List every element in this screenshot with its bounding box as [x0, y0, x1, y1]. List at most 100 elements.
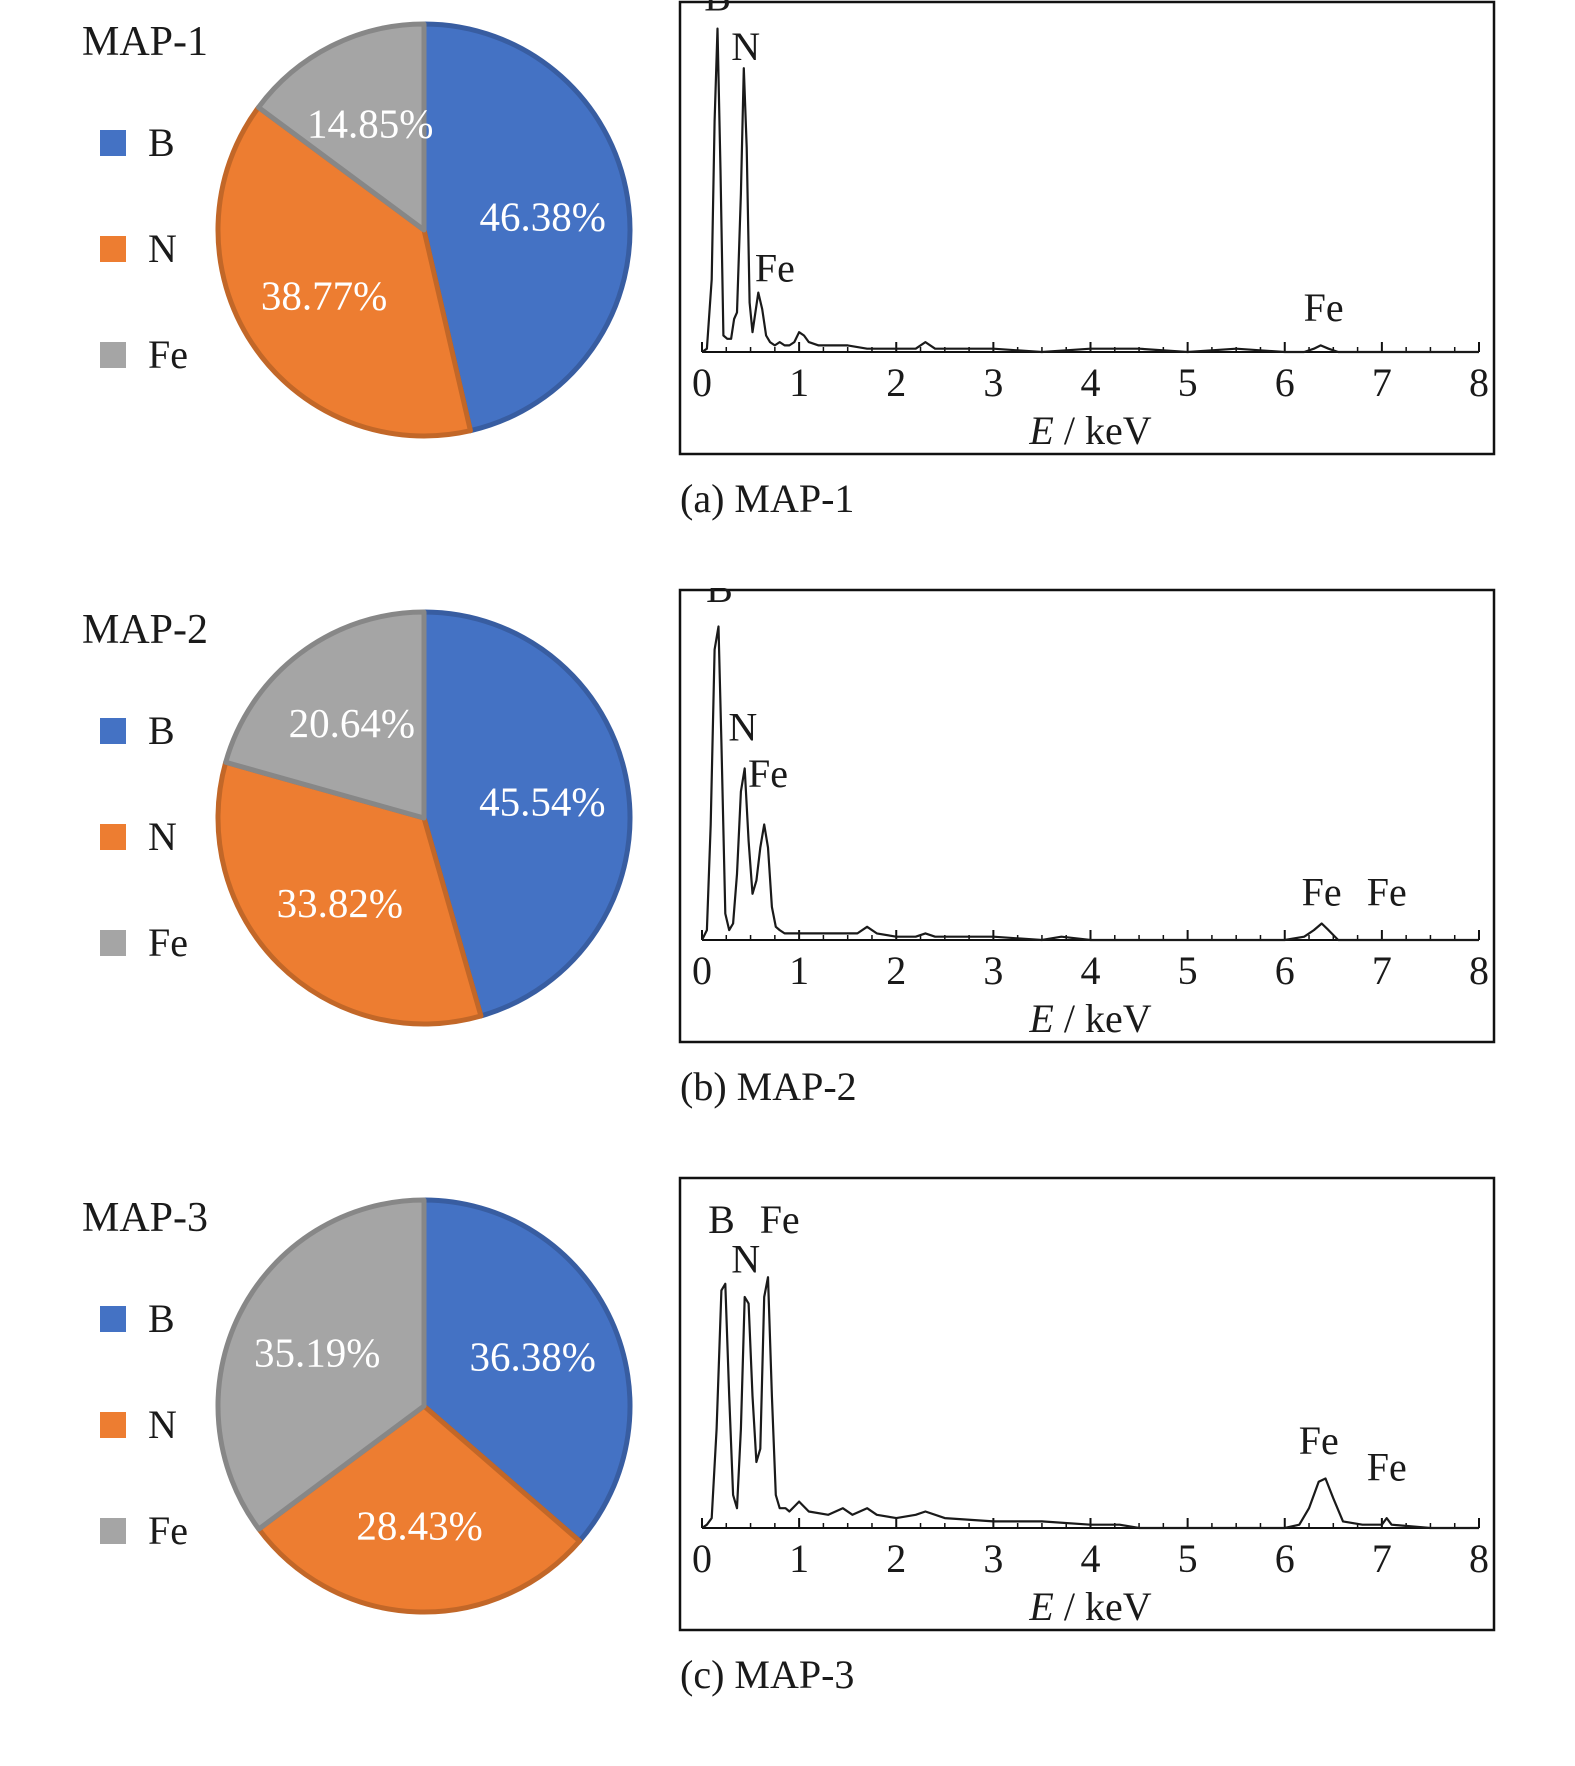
x-tick-label: 1	[789, 1536, 809, 1581]
x-tick-label: 2	[886, 948, 906, 993]
pie-chart: 46.38% 38.77% 14.85%	[215, 21, 633, 439]
figure-caption: (a) MAP-1	[680, 476, 855, 521]
figure-caption: (c) MAP-3	[680, 1652, 855, 1697]
x-tick-label: 8	[1469, 360, 1489, 405]
legend-swatch-n	[100, 1412, 126, 1438]
pie-slice-label: 14.85%	[307, 100, 433, 146]
x-tick-label: 7	[1372, 948, 1392, 993]
x-tick-label: 0	[692, 1536, 712, 1581]
legend-swatch-b	[100, 130, 126, 156]
peak-label: Fe	[755, 245, 795, 290]
x-tick-label: 4	[1081, 1536, 1101, 1581]
peak-label: B	[706, 588, 733, 611]
x-tick-label: 3	[983, 360, 1003, 405]
peak-label: B	[704, 0, 731, 20]
pie-slice-n	[215, 759, 484, 1027]
x-tick-label: 8	[1469, 1536, 1489, 1581]
spectrum-line	[701, 27, 1479, 354]
legend-swatch-fe	[100, 342, 126, 368]
pie-chart: 45.54% 33.82% 20.64%	[215, 609, 633, 1027]
plot-frame	[678, 588, 1496, 1044]
legend-label-b: B	[148, 708, 175, 753]
pie-title: MAP-3	[82, 1195, 209, 1241]
figure-caption: (b) MAP-2	[680, 1064, 857, 1109]
x-tick-label: 1	[789, 360, 809, 405]
x-tick-label: 6	[1275, 360, 1295, 405]
x-axis-label-unit: / keV	[1054, 1584, 1152, 1629]
x-axis-label: E / keV	[1028, 1584, 1151, 1629]
x-axis-label: E / keV	[1028, 408, 1151, 453]
pie-slice-label: 35.19%	[254, 1329, 380, 1375]
peak-label: N	[728, 705, 757, 750]
pie-title: MAP-2	[82, 607, 209, 653]
peak-label: Fe	[1299, 1418, 1339, 1463]
x-tick-label: 0	[692, 360, 712, 405]
pie-slice-label: 20.64%	[289, 700, 415, 746]
legend-label-b: B	[148, 1296, 175, 1341]
peak-label: N	[731, 24, 760, 69]
pie-slice-label: 33.82%	[277, 880, 403, 926]
pie-slice-fe	[255, 21, 427, 233]
x-tick-label: 3	[983, 1536, 1003, 1581]
panel-map-1: MAP-1 B N Fe 46.38% 38.77% 14.85% 0 1 2 3 4 5 6 7…	[0, 0, 1575, 590]
x-tick-label: 5	[1178, 1536, 1198, 1581]
peak-label: Fe	[748, 751, 788, 796]
plot-frame	[678, 1176, 1496, 1632]
legend-swatch-fe	[100, 1518, 126, 1544]
pie-slice-label: 45.54%	[479, 778, 605, 824]
pie-slice-b	[421, 609, 633, 1019]
pie-slice-b	[421, 1197, 633, 1544]
legend-swatch-n	[100, 824, 126, 850]
x-axis-label-symbol: E	[1028, 1584, 1053, 1629]
x-axis-label-unit: / keV	[1054, 408, 1152, 453]
legend-label-n: N	[148, 1402, 177, 1447]
x-tick-label: 6	[1275, 1536, 1295, 1581]
peak-label: Fe	[1302, 870, 1342, 915]
x-tick-label: 4	[1081, 360, 1101, 405]
peak-label: B	[708, 1197, 735, 1242]
pie-slice-label: 38.77%	[261, 273, 387, 319]
panel-map-3: MAP-3 B N Fe 36.38% 28.43% 35.19% 0 1 2 3 4 5 6 7…	[0, 1176, 1575, 1766]
pie-slice-label: 28.43%	[356, 1502, 482, 1548]
x-tick-label: 2	[886, 1536, 906, 1581]
pie-slice-label: 36.38%	[470, 1333, 596, 1379]
peak-label: Fe	[760, 1197, 800, 1242]
x-tick-label: 5	[1178, 948, 1198, 993]
pie-slice-label: 46.38%	[480, 193, 606, 239]
spectrum-line	[701, 625, 1479, 942]
pie-slice-n	[256, 1403, 583, 1615]
pie-slice-n	[215, 104, 473, 439]
legend-swatch-n	[100, 236, 126, 262]
pie-slice-b	[421, 21, 633, 434]
x-tick-label: 3	[983, 948, 1003, 993]
pie-slice-fe	[215, 1197, 427, 1532]
x-tick-label: 7	[1372, 360, 1392, 405]
x-tick-label: 6	[1275, 948, 1295, 993]
pie-chart: 36.38% 28.43% 35.19%	[215, 1197, 633, 1615]
peak-label: Fe	[1367, 1444, 1407, 1489]
peak-label: Fe	[1367, 870, 1407, 915]
x-tick-label: 0	[692, 948, 712, 993]
legend-swatch-fe	[100, 930, 126, 956]
pie-slice-fe	[223, 609, 427, 821]
spectrum-line	[701, 1276, 1479, 1530]
legend-label-fe: Fe	[148, 332, 188, 377]
legend-label-fe: Fe	[148, 1508, 188, 1553]
legend-swatch-b	[100, 1306, 126, 1332]
x-tick-label: 7	[1372, 1536, 1392, 1581]
x-tick-label: 5	[1178, 360, 1198, 405]
x-tick-label: 2	[886, 360, 906, 405]
legend-label-fe: Fe	[148, 920, 188, 965]
x-tick-label: 4	[1081, 948, 1101, 993]
legend-label-b: B	[148, 120, 175, 165]
pie-title: MAP-1	[82, 19, 209, 65]
legend-label-n: N	[148, 226, 177, 271]
panel-map-2: MAP-2 B N Fe 45.54% 33.82% 20.64% 0 1 2 3 4 5 6 7…	[0, 588, 1575, 1178]
x-axis-label: E / keV	[1028, 996, 1151, 1041]
x-axis-label-unit: / keV	[1054, 996, 1152, 1041]
legend-label-n: N	[148, 814, 177, 859]
x-tick-label: 1	[789, 948, 809, 993]
legend-swatch-b	[100, 718, 126, 744]
